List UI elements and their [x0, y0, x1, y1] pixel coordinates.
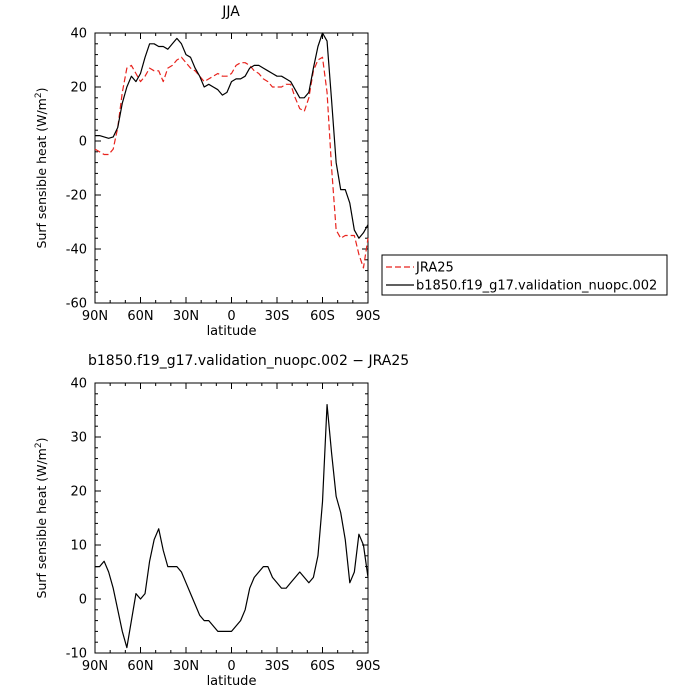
x-tick-label: 90N [82, 309, 108, 324]
y-axis-label: Surf sensible heat (W/m2) [34, 438, 49, 599]
x-tick-label: 60S [310, 309, 335, 324]
y-tick-label: 0 [79, 135, 87, 150]
x-tick-label: 0 [227, 659, 235, 674]
legend-label-0: JRA25 [415, 261, 454, 276]
legend: JRA25 b1850.f19_g17.validation_nuopc.002 [381, 254, 668, 296]
series-line-1 [95, 32, 369, 239]
y-axis-label-end: ) [34, 438, 49, 443]
y-tick-label: -60 [66, 297, 87, 312]
x-tick-label: 90N [82, 659, 108, 674]
y-axis-label-end: ) [34, 88, 49, 93]
y-axis-label: Surf sensible heat (W/m2) [34, 88, 49, 249]
y-tick-label: 20 [70, 81, 87, 96]
x-tick-label: 90S [356, 659, 381, 674]
series-line-0 [94, 56, 369, 269]
series-line-0 [95, 404, 369, 649]
legend-box [381, 254, 668, 296]
y-tick-label: 10 [70, 539, 87, 554]
x-tick-label: 60N [127, 309, 153, 324]
x-tick-label: 60S [310, 659, 335, 674]
y-tick-label: 40 [70, 27, 87, 42]
x-tick-label: 30S [265, 309, 290, 324]
legend-label-1: b1850.f19_g17.validation_nuopc.002 [416, 279, 657, 294]
panel-top: -60 -40 -20 0 20 40 90N 60N 30N 0 30S 60S 90S latitud… [34, 4, 380, 339]
chart-title: b1850.f19_g17.validation_nuopc.002 − JRA… [88, 353, 409, 369]
chart-title: JJA [221, 4, 240, 20]
y-tick-label: -10 [66, 647, 87, 662]
panel-bottom: -10 0 10 20 30 40 90N 60N 30N 0 30S 60S 90S latitude S… [34, 353, 409, 689]
y-tick-label: 0 [79, 593, 87, 608]
y-tick-label: -40 [66, 243, 87, 258]
x-axis-label: latitude [207, 324, 257, 339]
y-tick-label: 30 [70, 431, 87, 446]
x-tick-label: 60N [127, 659, 153, 674]
x-tick-label: 90S [356, 309, 381, 324]
y-tick-label: 20 [70, 485, 87, 500]
y-axis-label-main: Surf sensible heat (W/m [34, 98, 49, 248]
y-tick-label: -20 [66, 189, 87, 204]
y-axis-label-main: Surf sensible heat (W/m [34, 448, 49, 598]
x-tick-label: 0 [227, 309, 235, 324]
y-axis-label-sup: 2 [34, 442, 44, 448]
y-axis-label-sup: 2 [34, 92, 44, 98]
x-axis-label: latitude [207, 674, 257, 689]
y-tick-label: 40 [70, 377, 87, 392]
x-tick-label: 30S [265, 659, 290, 674]
x-tick-label: 30N [173, 309, 199, 324]
plot-frame [94, 382, 369, 654]
x-tick-label: 30N [173, 659, 199, 674]
